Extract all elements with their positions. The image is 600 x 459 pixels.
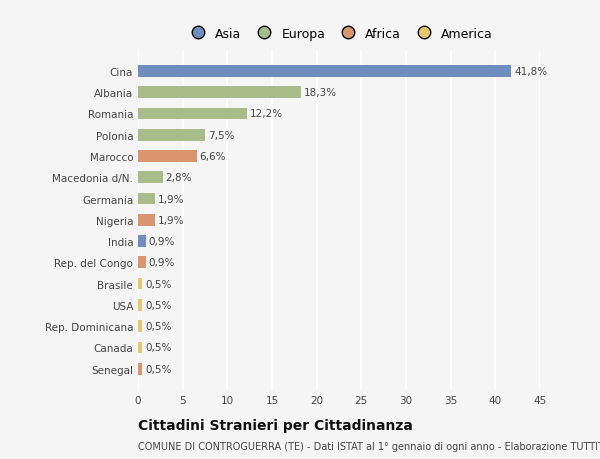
Text: Cittadini Stranieri per Cittadinanza: Cittadini Stranieri per Cittadinanza [138,418,413,431]
Bar [138,172,163,184]
Bar [138,236,146,247]
Text: 0,5%: 0,5% [145,364,172,374]
Bar [138,299,142,311]
Bar [138,66,511,78]
Bar [138,363,142,375]
Bar [138,108,247,120]
Bar [138,278,142,290]
Bar [138,214,155,226]
Bar [138,129,205,141]
Text: 6,6%: 6,6% [200,151,226,162]
Text: 12,2%: 12,2% [250,109,283,119]
Text: COMUNE DI CONTROGUERRA (TE) - Dati ISTAT al 1° gennaio di ogni anno - Elaborazio: COMUNE DI CONTROGUERRA (TE) - Dati ISTAT… [138,441,600,451]
Bar [138,320,142,332]
Text: 0,5%: 0,5% [145,343,172,353]
Bar [138,257,146,269]
Text: 0,9%: 0,9% [149,258,175,268]
Text: 2,8%: 2,8% [166,173,192,183]
Text: 41,8%: 41,8% [514,67,547,77]
Text: 1,9%: 1,9% [158,215,184,225]
Bar [138,193,155,205]
Bar [138,87,301,99]
Text: 18,3%: 18,3% [304,88,337,98]
Text: 7,5%: 7,5% [208,130,234,140]
Bar [138,151,197,162]
Text: 1,9%: 1,9% [158,194,184,204]
Bar [138,342,142,353]
Text: 0,5%: 0,5% [145,321,172,331]
Text: 0,5%: 0,5% [145,300,172,310]
Text: 0,5%: 0,5% [145,279,172,289]
Legend: Asia, Europa, Africa, America: Asia, Europa, Africa, America [180,23,498,46]
Text: 0,9%: 0,9% [149,236,175,246]
